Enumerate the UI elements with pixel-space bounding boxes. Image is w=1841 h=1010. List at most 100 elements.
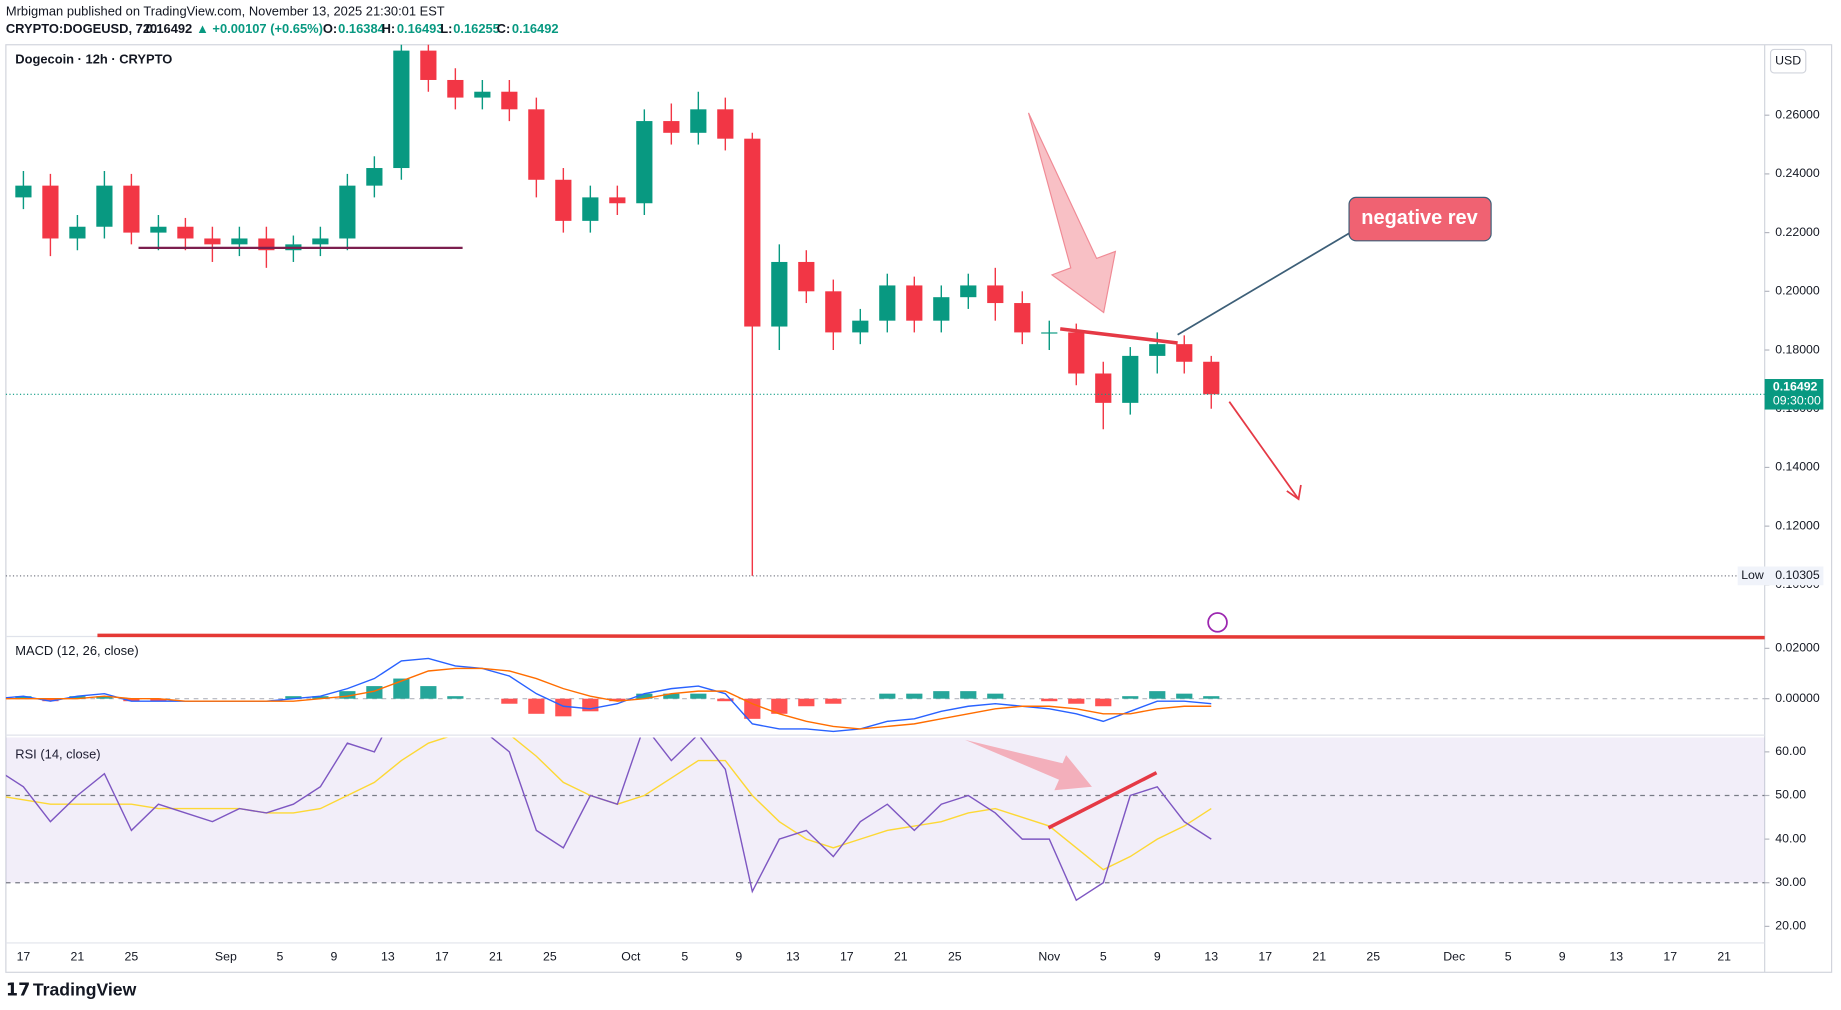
candle-body <box>987 285 1004 304</box>
pane-title: RSI (14, close) <box>15 746 100 761</box>
histogram-bar <box>1122 696 1139 699</box>
callout-pointer <box>1177 231 1351 336</box>
candle-body <box>1176 344 1193 362</box>
candle-body <box>96 185 113 227</box>
pane-title: Dogecoin · 12h · CRYPTO <box>15 51 172 66</box>
pane <box>15 44 1220 576</box>
candle-body <box>744 138 761 327</box>
histogram-bar <box>960 691 977 699</box>
candle-body <box>933 297 950 321</box>
low: 0.16255 <box>453 21 500 36</box>
candle-body <box>339 185 356 239</box>
histogram-bar <box>906 693 923 699</box>
x-tick-label: Oct <box>621 949 641 963</box>
histogram-bar <box>312 696 329 699</box>
histogram-bar <box>609 698 626 702</box>
y-tick-label: 0.20000 <box>1775 284 1820 298</box>
change: ▲ +0.00107 (+0.65%) <box>196 21 323 36</box>
x-tick-label: 13 <box>1609 949 1623 963</box>
low-label: Low <box>1741 568 1764 582</box>
histogram-bar <box>825 698 842 704</box>
currency: USD <box>1775 53 1801 67</box>
candle-body <box>825 291 842 333</box>
brand: TradingView <box>33 980 137 1000</box>
drawings: negative rev <box>97 112 1765 830</box>
histogram-bar <box>1176 693 1193 699</box>
candle-body <box>177 226 194 239</box>
low-label-box <box>1737 566 1824 586</box>
y-tick-label: 0.12000 <box>1775 518 1820 532</box>
candle-body <box>150 226 167 233</box>
histogram-bar <box>1149 691 1166 699</box>
brand-mark: 𝟭𝟳 <box>6 980 31 1000</box>
y-tick-label: 0.00000 <box>1775 691 1820 705</box>
x-tick-label: 21 <box>894 949 908 963</box>
x-tick-label: 25 <box>543 949 557 963</box>
candle-body <box>474 91 491 98</box>
x-tick-label: 17 <box>1663 949 1677 963</box>
x-tick-label: 9 <box>1559 949 1566 963</box>
symbol-bar: CRYPTO:DOGEUSD, 720 0.16492 ▲ +0.00107 (… <box>6 21 559 36</box>
histogram-bar <box>15 696 32 699</box>
low-label: L: <box>440 21 452 36</box>
candle-body <box>15 185 32 198</box>
candle-body <box>1095 373 1112 403</box>
histogram-bar <box>1095 698 1112 707</box>
publisher: Mrbigman published on TradingView.com, N… <box>6 3 445 18</box>
candle-body <box>960 285 977 298</box>
symbol: CRYPTO:DOGEUSD, 720 <box>6 21 157 36</box>
x-tick-label: 21 <box>1312 949 1326 963</box>
histogram-bar <box>285 696 302 699</box>
candle-body <box>690 109 707 133</box>
x-tick-label: 17 <box>840 949 854 963</box>
candle-body <box>1122 355 1139 403</box>
x-tick-label: 13 <box>1204 949 1218 963</box>
candle-body <box>609 197 626 204</box>
histogram-bar <box>528 698 545 714</box>
x-tick-label: 9 <box>735 949 742 963</box>
rsi-line <box>5 737 1212 902</box>
x-tick-label: 17 <box>1258 949 1272 963</box>
arrow-head <box>1286 484 1302 501</box>
y-tick-label: 0.24000 <box>1775 166 1820 180</box>
histogram-bar <box>1041 698 1058 702</box>
histogram-bar <box>420 686 437 699</box>
histogram-bar <box>501 698 518 704</box>
histogram-bar <box>150 698 167 702</box>
candle-body <box>1014 303 1031 333</box>
candle-body <box>42 185 59 239</box>
close-label: C: <box>497 21 511 36</box>
trend-line <box>97 633 1765 640</box>
x-tick-label: 21 <box>71 949 85 963</box>
candle-body <box>1149 344 1166 356</box>
candle-body <box>1068 332 1085 374</box>
histogram-bar <box>933 691 950 699</box>
y-tick-label: 0.02000 <box>1775 641 1820 655</box>
candle-body <box>636 121 653 204</box>
candle-body <box>663 121 680 133</box>
histogram-bar <box>771 698 788 714</box>
candle-body <box>501 91 518 110</box>
event-icon[interactable] <box>1207 612 1228 633</box>
x-tick-label: 5 <box>1505 949 1512 963</box>
candle-body <box>312 238 329 245</box>
candle-body <box>771 261 788 327</box>
trend-line <box>1060 327 1178 345</box>
open: 0.16384 <box>338 21 385 36</box>
arrow <box>1228 401 1300 500</box>
high-label: H: <box>382 21 396 36</box>
histogram-bar <box>987 693 1004 699</box>
histogram-bar <box>636 693 653 699</box>
candle-body <box>1203 361 1220 395</box>
candle-body <box>420 50 437 80</box>
histogram-bar <box>123 698 140 702</box>
currency-box[interactable] <box>1769 48 1807 74</box>
open-label: O: <box>323 21 337 36</box>
histogram-bar <box>1203 696 1220 699</box>
histogram-bar <box>393 678 410 699</box>
candle-body <box>69 226 86 239</box>
candle-body <box>582 197 599 221</box>
histogram-bar <box>447 696 464 699</box>
macd-line <box>5 667 1212 730</box>
